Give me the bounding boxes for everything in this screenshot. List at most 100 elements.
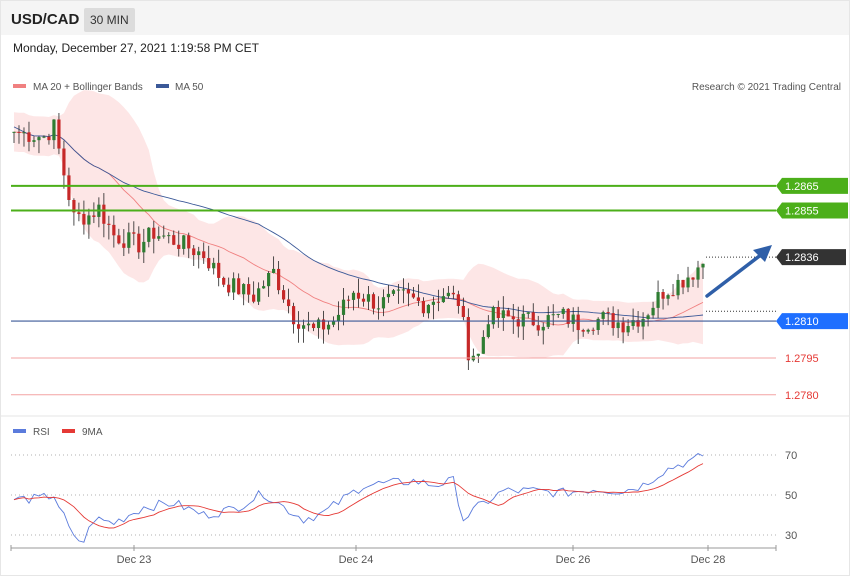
timeframe-badge[interactable]: 30 MIN (84, 8, 135, 32)
candle-body (47, 136, 51, 141)
candle (666, 293, 670, 306)
moving-averages (13, 126, 704, 326)
x-tick-label: Dec 28 (691, 554, 726, 566)
candle-body (291, 306, 296, 325)
candle-body (506, 310, 510, 317)
candle-body (521, 313, 525, 327)
candle-body (696, 267, 700, 280)
candle (506, 307, 510, 317)
candle (167, 232, 171, 244)
candle-body (177, 244, 181, 249)
candle-body (436, 301, 440, 303)
candle (321, 310, 326, 344)
candle-body (227, 284, 231, 293)
candle-body (301, 325, 306, 329)
candle (496, 300, 500, 328)
candle (606, 307, 610, 326)
support-tag (776, 313, 848, 330)
candle (42, 135, 46, 139)
candle-body (601, 312, 605, 319)
price-level-support_red: 1.2795 (11, 353, 819, 365)
candle (177, 230, 181, 257)
candle-body (651, 307, 655, 316)
candle (242, 283, 246, 306)
ma9-legend-label: 9MA (82, 427, 103, 438)
candle-body (102, 204, 106, 224)
candle (471, 348, 475, 362)
rsi-panel: 70 50 30 (11, 450, 797, 543)
candle-body (287, 299, 291, 307)
candle (92, 202, 96, 224)
candle (591, 327, 595, 335)
candle (361, 293, 366, 307)
candle-body (626, 326, 630, 333)
candle-body (641, 319, 645, 327)
candle (441, 288, 445, 303)
candle (531, 303, 535, 327)
candle (431, 296, 435, 320)
candle-body (172, 235, 176, 245)
candle-body (232, 278, 236, 293)
candle-body (411, 293, 416, 298)
candle-body (701, 263, 705, 268)
candle (107, 215, 111, 240)
candle-body (606, 312, 610, 314)
candle-body (666, 295, 670, 299)
candle-body (257, 288, 261, 302)
candle-body (152, 227, 156, 239)
candle (646, 313, 650, 327)
candle (17, 125, 21, 144)
candle (197, 246, 201, 269)
candle (521, 305, 525, 340)
chart-datetime: Monday, December 27, 2021 1:19:58 PM CET (13, 41, 259, 55)
candle-body (511, 316, 515, 320)
candle (142, 228, 146, 263)
candle-body (461, 306, 465, 318)
candle (601, 310, 605, 325)
candle (202, 242, 206, 264)
candle-body (122, 243, 126, 248)
candle-body (356, 292, 361, 299)
level-label: 1.2865 (785, 181, 819, 193)
candle-body (157, 236, 161, 239)
candle (516, 306, 520, 338)
candle-body (431, 301, 435, 305)
candle-body (376, 308, 381, 310)
rsi-ma9-line (13, 463, 704, 529)
candle (381, 289, 386, 317)
candle (336, 301, 341, 331)
candle (681, 279, 685, 295)
level-label: 1.2795 (785, 353, 819, 365)
bollinger-band-area (14, 90, 703, 359)
candle-body (182, 235, 186, 249)
candle-body (476, 353, 480, 356)
candle-body (267, 272, 271, 287)
candle (656, 280, 660, 319)
candle-body (531, 312, 535, 326)
rsi-level-label: 50 (785, 490, 797, 502)
candle (232, 272, 236, 300)
candle-body (237, 278, 241, 295)
candle-body (167, 235, 171, 237)
candle-body (187, 235, 191, 249)
x-axis: Dec 23 Dec 24 Dec 26 Dec 28 (10, 545, 777, 566)
candle (376, 296, 381, 320)
candle-body (272, 268, 276, 273)
candle (436, 289, 440, 312)
ma9-legend-swatch (62, 429, 75, 433)
candle-body (137, 233, 141, 253)
candle (536, 315, 540, 336)
candle (701, 263, 705, 280)
candle (187, 232, 191, 259)
candle (366, 285, 371, 311)
candle-body (42, 136, 46, 138)
candle-body (446, 292, 450, 297)
candle-body (57, 119, 61, 149)
candle (396, 284, 401, 304)
x-tick-label: Dec 23 (117, 554, 152, 566)
candle (102, 193, 106, 238)
candle (217, 249, 221, 287)
candle-body (247, 284, 251, 295)
candle-body (621, 322, 625, 333)
candle (282, 285, 286, 303)
